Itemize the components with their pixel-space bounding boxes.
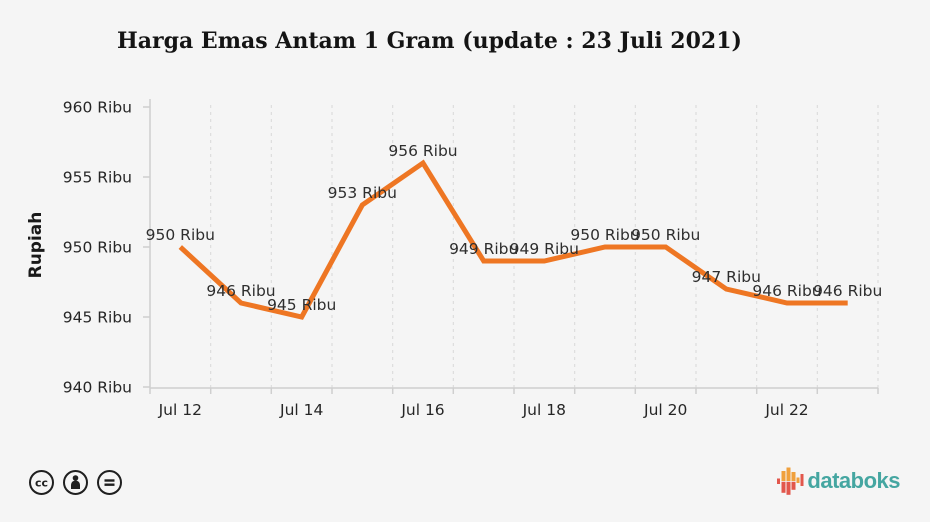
- chart-title: Harga Emas Antam 1 Gram (update : 23 Jul…: [117, 28, 742, 54]
- databoks-wordmark: databoks: [807, 468, 900, 493]
- data-point-label: 946 Ribu: [752, 282, 821, 300]
- y-tick-label: 960 Ribu: [63, 99, 132, 117]
- data-point-label: 946 Ribu: [813, 282, 882, 300]
- x-tick-label: Jul 16: [400, 401, 444, 419]
- y-tick-label: 955 Ribu: [63, 169, 132, 187]
- data-point-label: 946 Ribu: [206, 282, 275, 300]
- data-point-label: 953 Ribu: [328, 184, 397, 202]
- data-point-label: 956 Ribu: [388, 142, 457, 160]
- x-tick-label: Jul 14: [279, 401, 323, 419]
- price-line: [178, 159, 848, 320]
- databoks-bars-icon: [777, 467, 804, 495]
- y-tick-label: 950 Ribu: [63, 239, 132, 257]
- data-point-label: 945 Ribu: [267, 296, 336, 314]
- x-tick-label: Jul 18: [522, 401, 566, 419]
- cc-by-icon: [63, 470, 88, 495]
- x-tick-label: Jul 12: [158, 401, 202, 419]
- data-point-label: 947 Ribu: [692, 268, 761, 286]
- x-tick-label: Jul 20: [643, 401, 687, 419]
- data-point-label: 950 Ribu: [146, 226, 215, 244]
- x-tick-label: Jul 22: [764, 401, 808, 419]
- y-tick-label: 940 Ribu: [63, 379, 132, 397]
- databoks-logo: databoks: [777, 466, 900, 496]
- data-point-label: 950 Ribu: [631, 226, 700, 244]
- cc-license-badges: cc: [28, 469, 123, 496]
- y-tick-label: 945 Ribu: [63, 309, 132, 327]
- line-chart: 940 Ribu 945 Ribu 950 Ribu 955 Ribu 960 Ribu…: [63, 99, 883, 420]
- data-point-label: 950 Ribu: [570, 226, 639, 244]
- cc-icon: cc: [29, 470, 54, 495]
- cc-nd-icon: [97, 470, 122, 495]
- cc-letters: cc: [35, 477, 48, 490]
- data-point-label: 949 Ribu: [510, 240, 579, 258]
- data-point-label: 949 Ribu: [449, 240, 518, 258]
